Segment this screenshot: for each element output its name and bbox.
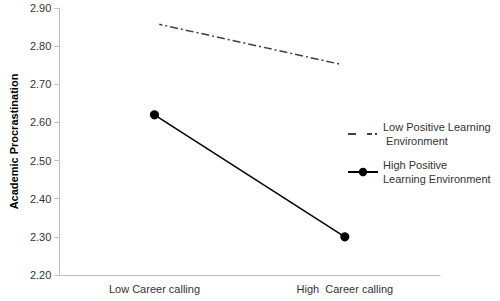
svg-text:High Positive: High Positive <box>383 159 450 171</box>
svg-text:Low Positive Learning: Low Positive Learning <box>383 121 491 133</box>
svg-text:2.90: 2.90 <box>30 2 51 14</box>
svg-text:2.40: 2.40 <box>30 193 51 205</box>
svg-text:2.70: 2.70 <box>30 78 51 90</box>
svg-text:2.30: 2.30 <box>30 231 51 243</box>
svg-text:High Career calling: High Career calling <box>297 283 394 295</box>
svg-text:2.80: 2.80 <box>30 40 51 52</box>
svg-text:Learning Environment: Learning Environment <box>383 173 491 185</box>
svg-text:2.20: 2.20 <box>30 269 51 281</box>
svg-text:Academic Procrastination: Academic Procrastination <box>8 73 20 209</box>
svg-text:Low Career calling: Low Career calling <box>109 283 200 295</box>
svg-text:Environment: Environment <box>383 135 448 147</box>
svg-text:2.50: 2.50 <box>30 155 51 167</box>
svg-text:2.60: 2.60 <box>30 116 51 128</box>
